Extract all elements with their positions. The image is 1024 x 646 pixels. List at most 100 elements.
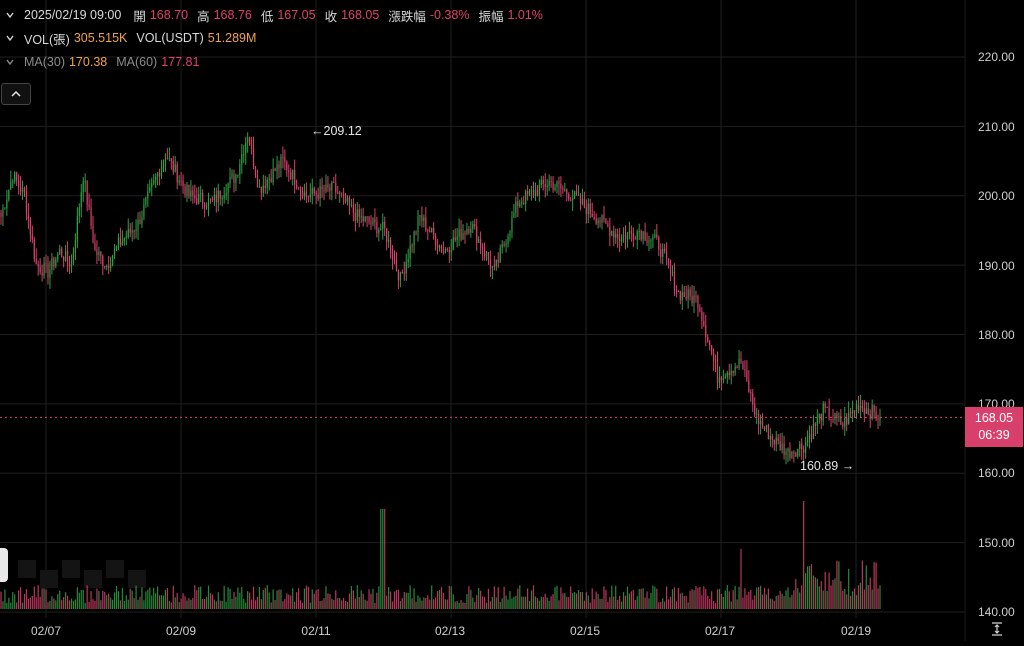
candle-body bbox=[554, 187, 556, 190]
candle-body bbox=[149, 187, 151, 192]
candle-body bbox=[217, 190, 219, 203]
volume-bar bbox=[74, 599, 76, 609]
candle-body bbox=[145, 198, 147, 205]
candle-body bbox=[716, 361, 719, 383]
candle-body bbox=[573, 191, 576, 198]
chevron-down-icon[interactable] bbox=[6, 58, 14, 66]
candle-body bbox=[356, 209, 358, 221]
candle-body bbox=[783, 443, 785, 456]
candle-body bbox=[863, 408, 865, 414]
volume-bar bbox=[180, 598, 182, 609]
volume-bar bbox=[344, 600, 347, 609]
volume-bar bbox=[297, 588, 300, 609]
candle-body bbox=[853, 410, 856, 412]
candle-body bbox=[213, 194, 215, 201]
candle-body bbox=[415, 231, 417, 233]
volume-bar bbox=[325, 586, 327, 609]
candle-body bbox=[344, 194, 347, 202]
candle-body bbox=[861, 405, 863, 409]
volume-bar bbox=[213, 599, 215, 609]
volume-bar bbox=[468, 586, 470, 609]
collapse-indicators-button[interactable] bbox=[1, 83, 31, 105]
volume-bar bbox=[374, 602, 376, 609]
volume-bar bbox=[703, 586, 705, 609]
candle-body bbox=[151, 183, 153, 188]
volume-bar bbox=[493, 586, 495, 609]
volume-bar bbox=[176, 593, 178, 609]
candle-body bbox=[155, 176, 157, 181]
candle-body bbox=[838, 416, 840, 418]
volume-bar bbox=[78, 592, 80, 609]
candle-body bbox=[632, 233, 634, 239]
volume-bar bbox=[462, 602, 464, 609]
candle-body bbox=[252, 147, 255, 167]
volume-bar bbox=[564, 593, 566, 609]
volume-bar bbox=[329, 593, 331, 609]
volume-bar bbox=[593, 599, 595, 609]
volume-bar bbox=[403, 591, 405, 609]
volume-bar bbox=[458, 602, 460, 609]
side-drawer-tab[interactable] bbox=[0, 548, 8, 582]
candle-body bbox=[777, 437, 779, 441]
y-tick: 200.00 bbox=[978, 189, 1015, 203]
candle-body bbox=[14, 172, 16, 182]
chevron-down-icon[interactable] bbox=[6, 11, 14, 19]
volume-bar bbox=[157, 586, 159, 609]
volume-bar bbox=[323, 598, 325, 609]
candle-body bbox=[812, 423, 815, 440]
volume-bar bbox=[245, 602, 247, 609]
volume-bar bbox=[278, 589, 280, 609]
chevron-down-icon[interactable] bbox=[6, 34, 14, 42]
candle-body bbox=[425, 217, 427, 231]
volume-bar bbox=[88, 601, 90, 609]
volume-bar bbox=[266, 585, 268, 609]
arrow-left-icon: ← bbox=[311, 124, 324, 138]
volume-bar bbox=[765, 594, 768, 609]
volume-bar bbox=[689, 590, 691, 609]
volume-bar bbox=[434, 597, 437, 609]
volume-bar bbox=[515, 595, 517, 609]
volume-bar bbox=[125, 595, 127, 609]
candle-body bbox=[10, 181, 12, 190]
candle-body bbox=[865, 408, 867, 414]
candle-body bbox=[828, 407, 830, 420]
candle-body bbox=[687, 289, 689, 299]
volume-bar bbox=[513, 596, 515, 609]
candle-body bbox=[354, 212, 356, 221]
volume-bar bbox=[239, 592, 241, 609]
candle-body bbox=[272, 168, 274, 183]
volume-bar bbox=[335, 590, 337, 609]
volume-bar bbox=[875, 562, 877, 609]
candle-body bbox=[186, 184, 188, 196]
candle-body bbox=[446, 249, 448, 251]
candle-body bbox=[846, 417, 848, 425]
candle-body bbox=[552, 182, 554, 190]
candle-body bbox=[70, 264, 73, 267]
auto-scale-icon[interactable] bbox=[990, 622, 1004, 636]
candle-body bbox=[18, 180, 20, 187]
ma60-value: 177.81 bbox=[161, 55, 200, 69]
volume-bar bbox=[362, 593, 364, 609]
volume-bar bbox=[149, 587, 151, 609]
volume-bar bbox=[636, 596, 638, 609]
candle-body bbox=[797, 448, 799, 457]
candle-body bbox=[258, 186, 261, 188]
candle-body bbox=[693, 295, 695, 304]
candle-body bbox=[317, 194, 319, 199]
volume-bar bbox=[566, 596, 568, 609]
candle-body bbox=[534, 189, 537, 196]
volume-bar bbox=[63, 597, 65, 609]
volume-bar bbox=[57, 594, 59, 609]
volume-bar bbox=[258, 587, 261, 609]
candle-body bbox=[0, 212, 2, 217]
volume-bar bbox=[82, 589, 84, 609]
volume-bar bbox=[693, 590, 695, 609]
y-tick: 210.00 bbox=[978, 120, 1015, 134]
x-tick: 02/11 bbox=[301, 624, 331, 638]
candle-body bbox=[714, 360, 717, 362]
candle-body bbox=[701, 311, 703, 321]
candle-body bbox=[525, 191, 527, 204]
volume-bar bbox=[417, 595, 419, 609]
